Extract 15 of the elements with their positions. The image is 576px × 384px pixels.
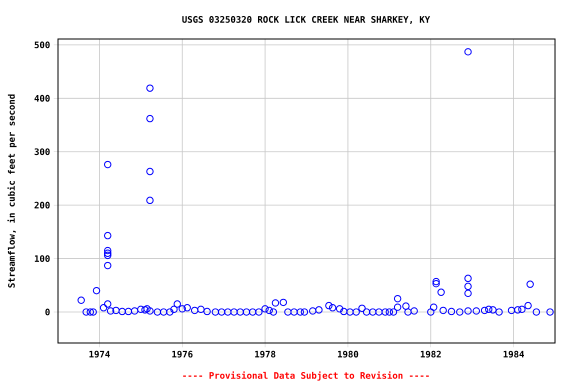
text: ---- Provisional Data Subject to Revision ---- bbox=[183, 371, 429, 381]
y-tick-label: 0 bbox=[45, 308, 50, 316]
y-tick-label: 200 bbox=[34, 202, 50, 209]
chart-title: USGS 03250320 ROCK LICK CREEK NEAR SHARKEY, KY bbox=[182, 16, 430, 24]
x-tick-label: 1978 bbox=[255, 350, 276, 358]
y-axis-title: Streamflow, in cubic feet per second bbox=[7, 94, 17, 288]
x-tick-label: 1976 bbox=[172, 350, 193, 358]
y-tick-label: 400 bbox=[34, 94, 50, 102]
x-tick-label: 1982 bbox=[420, 350, 441, 358]
y-tick-label: 100 bbox=[34, 255, 50, 262]
y-tick-label: 500 bbox=[34, 41, 50, 48]
x-tick-label: 1980 bbox=[338, 350, 358, 358]
x-tick-label: 1984 bbox=[504, 350, 524, 358]
x-tick-label: 1974 bbox=[89, 350, 110, 358]
y-tick-label: 300 bbox=[34, 148, 50, 156]
